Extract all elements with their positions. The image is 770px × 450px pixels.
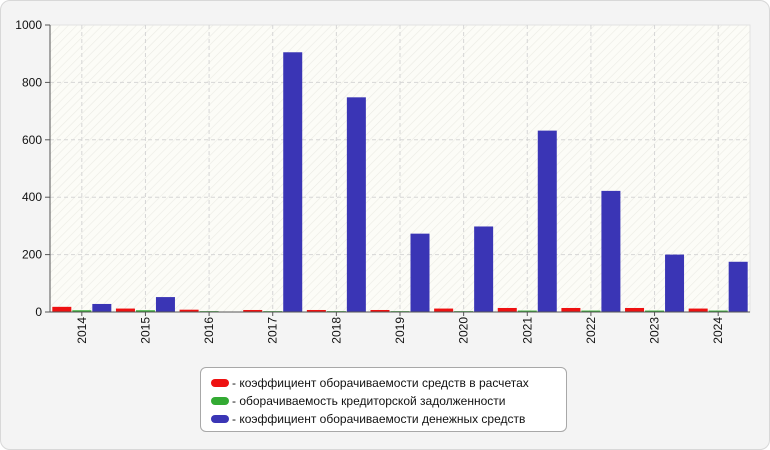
x-tick-label: 2015	[138, 317, 152, 344]
bar-s2	[645, 310, 665, 312]
x-tick-label: 2023	[648, 317, 662, 344]
bar-s1	[115, 308, 135, 312]
bar-s3	[474, 226, 494, 312]
bar-s2	[517, 310, 537, 312]
bar-s2	[72, 310, 92, 312]
bar-s2	[708, 310, 728, 312]
legend-swatch-red	[211, 379, 229, 387]
chart-legend: - коэффициент оборачиваемости средств в …	[200, 367, 567, 432]
x-tick-label: 2017	[266, 317, 280, 344]
x-tick-label: 2014	[75, 317, 89, 344]
y-tick-label: 200	[22, 248, 42, 262]
y-axis-ticks: 0 200 400 600 800 1000	[15, 18, 50, 319]
x-tick-label: 2022	[584, 317, 598, 344]
x-tick-label: 2021	[520, 317, 534, 344]
legend-swatch-blue	[211, 415, 229, 423]
legend-item: - коэффициент оборачиваемости денежных с…	[211, 410, 566, 428]
y-tick-label: 400	[22, 190, 42, 204]
bar-s1	[497, 307, 517, 312]
bar-s3	[92, 303, 112, 312]
bar-s1	[370, 309, 390, 312]
bar-s3	[155, 297, 175, 312]
grid-lines	[50, 25, 750, 312]
legend-label: - оборачиваемость кредиторской задолженн…	[232, 394, 506, 408]
x-axis-ticks: 2014 2015 2016 2017 2018 2019 2020 2021 2022 2023…	[75, 312, 725, 344]
bar-s1	[306, 309, 326, 312]
bar-s3	[346, 97, 366, 312]
y-tick-label: 1000	[15, 18, 42, 32]
bar-s3	[728, 261, 748, 312]
x-tick-label: 2020	[457, 317, 471, 344]
bar-s2	[581, 310, 601, 312]
bar-s1	[625, 307, 645, 312]
legend-item: - оборачиваемость кредиторской задолженн…	[211, 392, 566, 410]
bar-s3	[537, 130, 557, 312]
x-tick-label: 2018	[329, 317, 343, 344]
x-tick-label: 2016	[202, 317, 216, 344]
bar-s1	[52, 306, 72, 312]
y-tick-label: 800	[22, 75, 42, 89]
y-tick-label: 0	[35, 305, 42, 319]
bar-s1	[434, 308, 454, 312]
bar-s2	[135, 310, 155, 312]
bar-s3	[665, 254, 685, 312]
bar-s3	[601, 190, 621, 312]
bar-s1	[243, 309, 263, 312]
legend-swatch-green	[211, 397, 229, 405]
x-tick-label: 2024	[711, 317, 725, 344]
bar-s3	[283, 52, 303, 312]
bar-s1	[688, 308, 708, 312]
legend-item: - коэффициент оборачиваемости средств в …	[211, 374, 566, 392]
legend-label: - коэффициент оборачиваемости денежных с…	[232, 412, 526, 426]
x-tick-label: 2019	[393, 317, 407, 344]
bar-s1	[561, 307, 581, 312]
bar-s1	[179, 309, 199, 312]
legend-label: - коэффициент оборачиваемости средств в …	[232, 376, 529, 390]
bars	[52, 52, 748, 312]
y-tick-label: 600	[22, 133, 42, 147]
bar-s3	[410, 233, 430, 312]
